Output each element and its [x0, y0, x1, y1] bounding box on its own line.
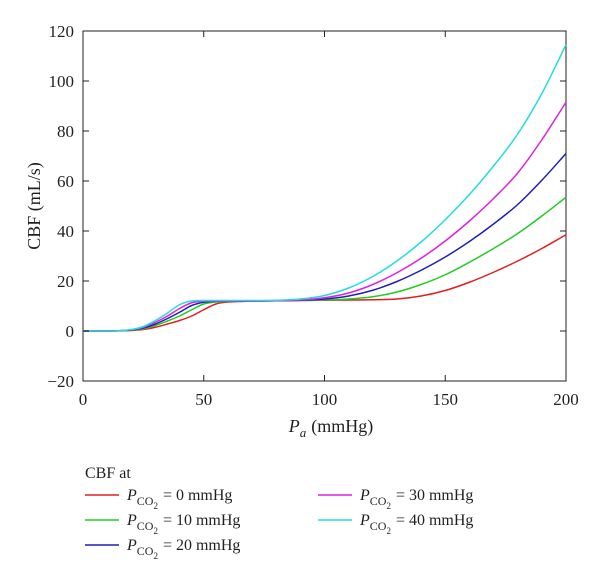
- x-tick-label: 100: [312, 390, 338, 409]
- plot-frame: [82, 30, 567, 382]
- legend-title: CBF at: [85, 465, 131, 482]
- x-axis-unit: (mmHg): [311, 416, 373, 437]
- y-tick-label: 0: [66, 322, 75, 341]
- series-line-4: [83, 44, 567, 332]
- y-tick-label: 20: [57, 272, 74, 291]
- y-tick-label: 80: [57, 122, 74, 141]
- legend-label-2: PCO2= 20 mmHg: [126, 537, 240, 561]
- x-axis-sub: a: [300, 425, 307, 440]
- legend-label-4: PCO2= 40 mmHg: [359, 512, 473, 536]
- series-line-2: [83, 152, 567, 332]
- x-tick-label: 150: [433, 390, 459, 409]
- y-axis-title: CBF (mL/s): [24, 162, 45, 250]
- x-tick-label: 50: [195, 390, 212, 409]
- y-tick-label: 100: [49, 72, 75, 91]
- legend-label-3: PCO2= 30 mmHg: [359, 487, 473, 511]
- y-tick-label: −20: [47, 372, 74, 391]
- y-tick-label: 120: [49, 22, 75, 41]
- x-axis-title: Pa (mmHg): [288, 416, 374, 440]
- x-tick-label: 200: [553, 390, 579, 409]
- x-axis-var: P: [288, 416, 300, 436]
- ticks-group: 0 50 100 150 200 −20 0 20 40 60 80 100 120: [47, 22, 578, 409]
- plot-area: 0 50 100 150 200 −20 0 20 40 60 80 100 120: [47, 22, 578, 409]
- legend-label-1: PCO2= 10 mmHg: [126, 512, 240, 536]
- series-group: [83, 44, 567, 332]
- series-line-1: [83, 196, 567, 332]
- series-line-3: [83, 101, 567, 332]
- x-tick-label: 0: [79, 390, 88, 409]
- y-tick-label: 60: [57, 172, 74, 191]
- y-tick-label: 40: [57, 222, 74, 241]
- legend-label-0: PCO2= 0 mmHg: [126, 487, 232, 511]
